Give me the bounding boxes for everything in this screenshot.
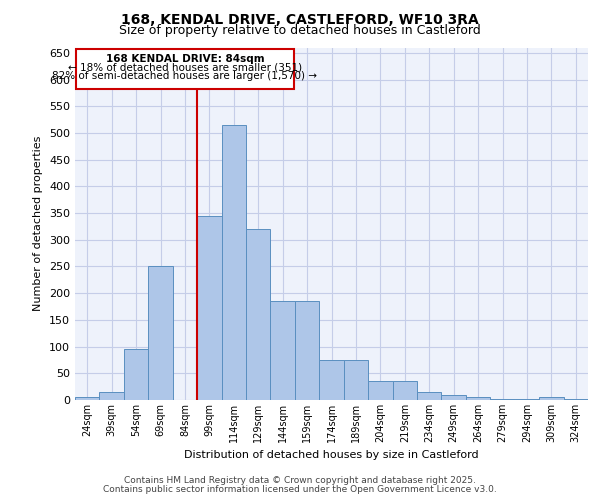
Text: Contains public sector information licensed under the Open Government Licence v3: Contains public sector information licen… [103,485,497,494]
Text: ← 18% of detached houses are smaller (351): ← 18% of detached houses are smaller (35… [68,62,302,72]
Text: 168, KENDAL DRIVE, CASTLEFORD, WF10 3RA: 168, KENDAL DRIVE, CASTLEFORD, WF10 3RA [121,12,479,26]
Bar [563,399,588,400]
Bar [515,399,539,400]
Bar [417,392,442,400]
Y-axis label: Number of detached properties: Number of detached properties [34,136,43,312]
Bar [466,398,490,400]
Bar [392,382,417,400]
Bar [246,229,271,400]
Bar [344,360,368,400]
Bar [148,266,173,400]
Bar [442,394,466,400]
FancyBboxPatch shape [76,48,293,89]
Bar [271,301,295,400]
Bar [75,398,100,400]
Bar [319,360,344,400]
Bar [100,392,124,400]
Text: Size of property relative to detached houses in Castleford: Size of property relative to detached ho… [119,24,481,37]
Bar [539,398,563,400]
Bar [221,125,246,400]
Text: 168 KENDAL DRIVE: 84sqm: 168 KENDAL DRIVE: 84sqm [106,54,264,64]
Bar [295,301,319,400]
Bar [197,216,221,400]
Bar [490,399,515,400]
Bar [368,382,392,400]
Bar [124,350,148,400]
Text: 82% of semi-detached houses are larger (1,570) →: 82% of semi-detached houses are larger (… [52,71,317,81]
Text: Contains HM Land Registry data © Crown copyright and database right 2025.: Contains HM Land Registry data © Crown c… [124,476,476,485]
X-axis label: Distribution of detached houses by size in Castleford: Distribution of detached houses by size … [184,450,479,460]
